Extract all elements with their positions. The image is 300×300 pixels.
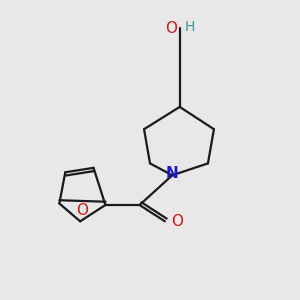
Text: O: O	[171, 214, 183, 229]
Text: N: N	[166, 166, 179, 181]
Text: O: O	[165, 21, 177, 36]
Text: H: H	[184, 20, 195, 34]
Text: O: O	[76, 203, 88, 218]
